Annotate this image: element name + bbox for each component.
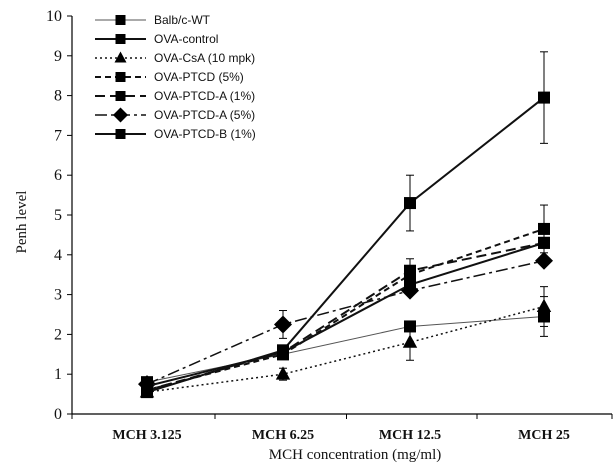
y-tick-label: 7 [54,127,62,144]
legend: Balb/c-WT OVA-control OVA-CsA (10 mpk) OVA-… [95,13,256,141]
series-2 [139,286,552,398]
data-point [538,222,550,235]
legend-marker [115,91,126,101]
y-tick-label: 9 [54,48,62,65]
legend-label: OVA-PTCD (5%) [154,70,244,84]
data-point [538,236,550,249]
series-3 [141,204,550,397]
series-line [146,227,545,392]
legend-marker [115,15,126,25]
y-tick-label: 8 [54,88,62,105]
data-point [538,91,550,104]
data-point [404,264,416,277]
y-tick-label: 1 [54,366,62,383]
data-point [535,251,553,270]
data-point [277,346,289,359]
x-tick-label: MCH 3.125 [112,428,181,443]
series-layer [138,51,553,399]
x-tick-label: MCH 12.5 [379,428,441,443]
series-1 [141,51,550,399]
series-6 [141,236,550,393]
x-tick-label: MCH 6.25 [252,428,314,443]
legend-marker [114,51,127,63]
data-point [404,278,416,291]
legend-label: OVA-PTCD-A (1%) [154,89,255,103]
y-axis-title: Penh level [14,191,30,254]
legend-marker [113,107,128,123]
series-line [146,96,545,394]
series-line [146,260,545,385]
data-point [404,197,416,210]
series-line [146,241,545,388]
y-tick-label: 4 [54,247,62,264]
x-axis-title: MCH concentration (mg/ml) [269,447,441,463]
legend-marker [115,34,126,44]
legend-marker [115,129,126,139]
y-tick-label: 2 [54,326,62,343]
y-tick-label: 10 [46,8,62,25]
data-point [274,315,292,334]
data-point [275,366,291,380]
y-tick-label: 3 [54,287,62,304]
legend-label: Balb/c-WT [154,13,211,27]
x-tick-label: MCH 25 [518,428,570,443]
legend-label: OVA-PTCD-A (5%) [154,108,255,122]
data-point [141,380,153,393]
y-tick-label: 0 [54,406,62,423]
legend-label: OVA-CsA (10 mpk) [154,51,255,65]
y-tick-label: 5 [54,207,62,224]
axes: 0 1 2 3 4 5 6 7 8 9 10 MCH 3.125 MCH 6.25 MCH 12.5 MCH… [46,8,613,443]
data-point [402,334,418,348]
data-point [536,298,552,312]
y-tick-label: 6 [54,167,62,184]
series-line [146,241,545,392]
legend-label: OVA-PTCD-B (1%) [154,127,256,141]
legend-label: OVA-control [154,32,218,46]
legend-marker [115,72,126,82]
